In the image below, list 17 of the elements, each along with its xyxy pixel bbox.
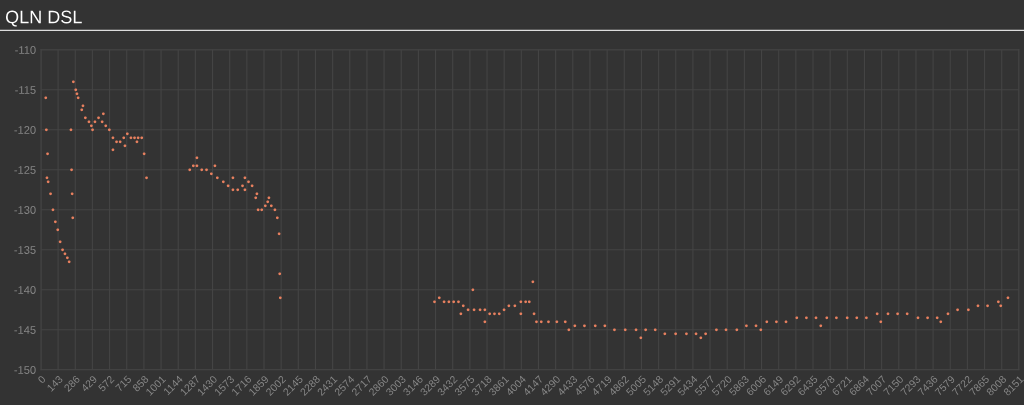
y-tick-label: -145: [14, 326, 36, 334]
x-tick-label: 572: [97, 375, 115, 393]
x-tick-label: 143: [46, 375, 64, 392]
chart-title: QLN DSL: [5, 10, 82, 27]
y-tick-label: -115: [15, 86, 36, 94]
y-tick-label: -150: [14, 366, 36, 374]
y-tick-label: -135: [14, 246, 36, 254]
x-tick-label: 286: [63, 375, 81, 392]
y-tick-label: -130: [14, 206, 36, 214]
y-tick-label: -140: [14, 286, 36, 294]
y-tick-label: -120: [14, 126, 36, 134]
x-tick-label: 0: [37, 375, 47, 384]
x-tick-label: 715: [115, 375, 132, 392]
y-tick-label: -110: [15, 46, 36, 54]
y-tick-label: -125: [14, 166, 36, 174]
x-tick-label: 429: [80, 375, 98, 393]
x-tick-label: 858: [132, 375, 149, 392]
